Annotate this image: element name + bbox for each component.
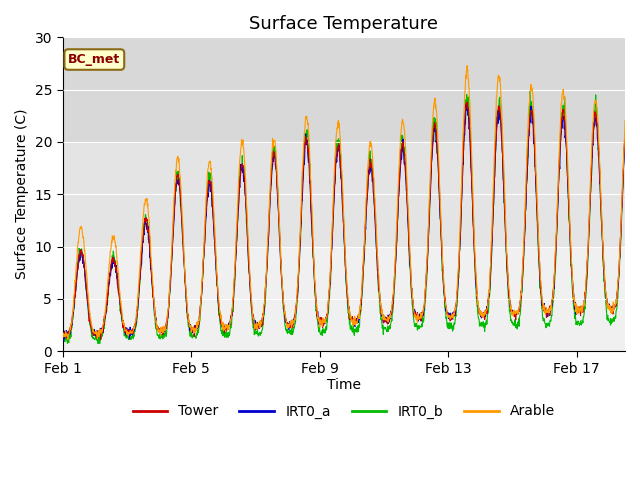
Text: BC_met: BC_met [68, 53, 120, 66]
Title: Surface Temperature: Surface Temperature [250, 15, 438, 33]
X-axis label: Time: Time [327, 378, 361, 392]
Bar [63, 37, 625, 142]
Bar [63, 142, 625, 247]
Bar [63, 247, 625, 351]
Y-axis label: Surface Temperature (C): Surface Temperature (C) [15, 109, 29, 279]
Legend: Tower, IRT0_a, IRT0_b, Arable: Tower, IRT0_a, IRT0_b, Arable [127, 399, 561, 424]
